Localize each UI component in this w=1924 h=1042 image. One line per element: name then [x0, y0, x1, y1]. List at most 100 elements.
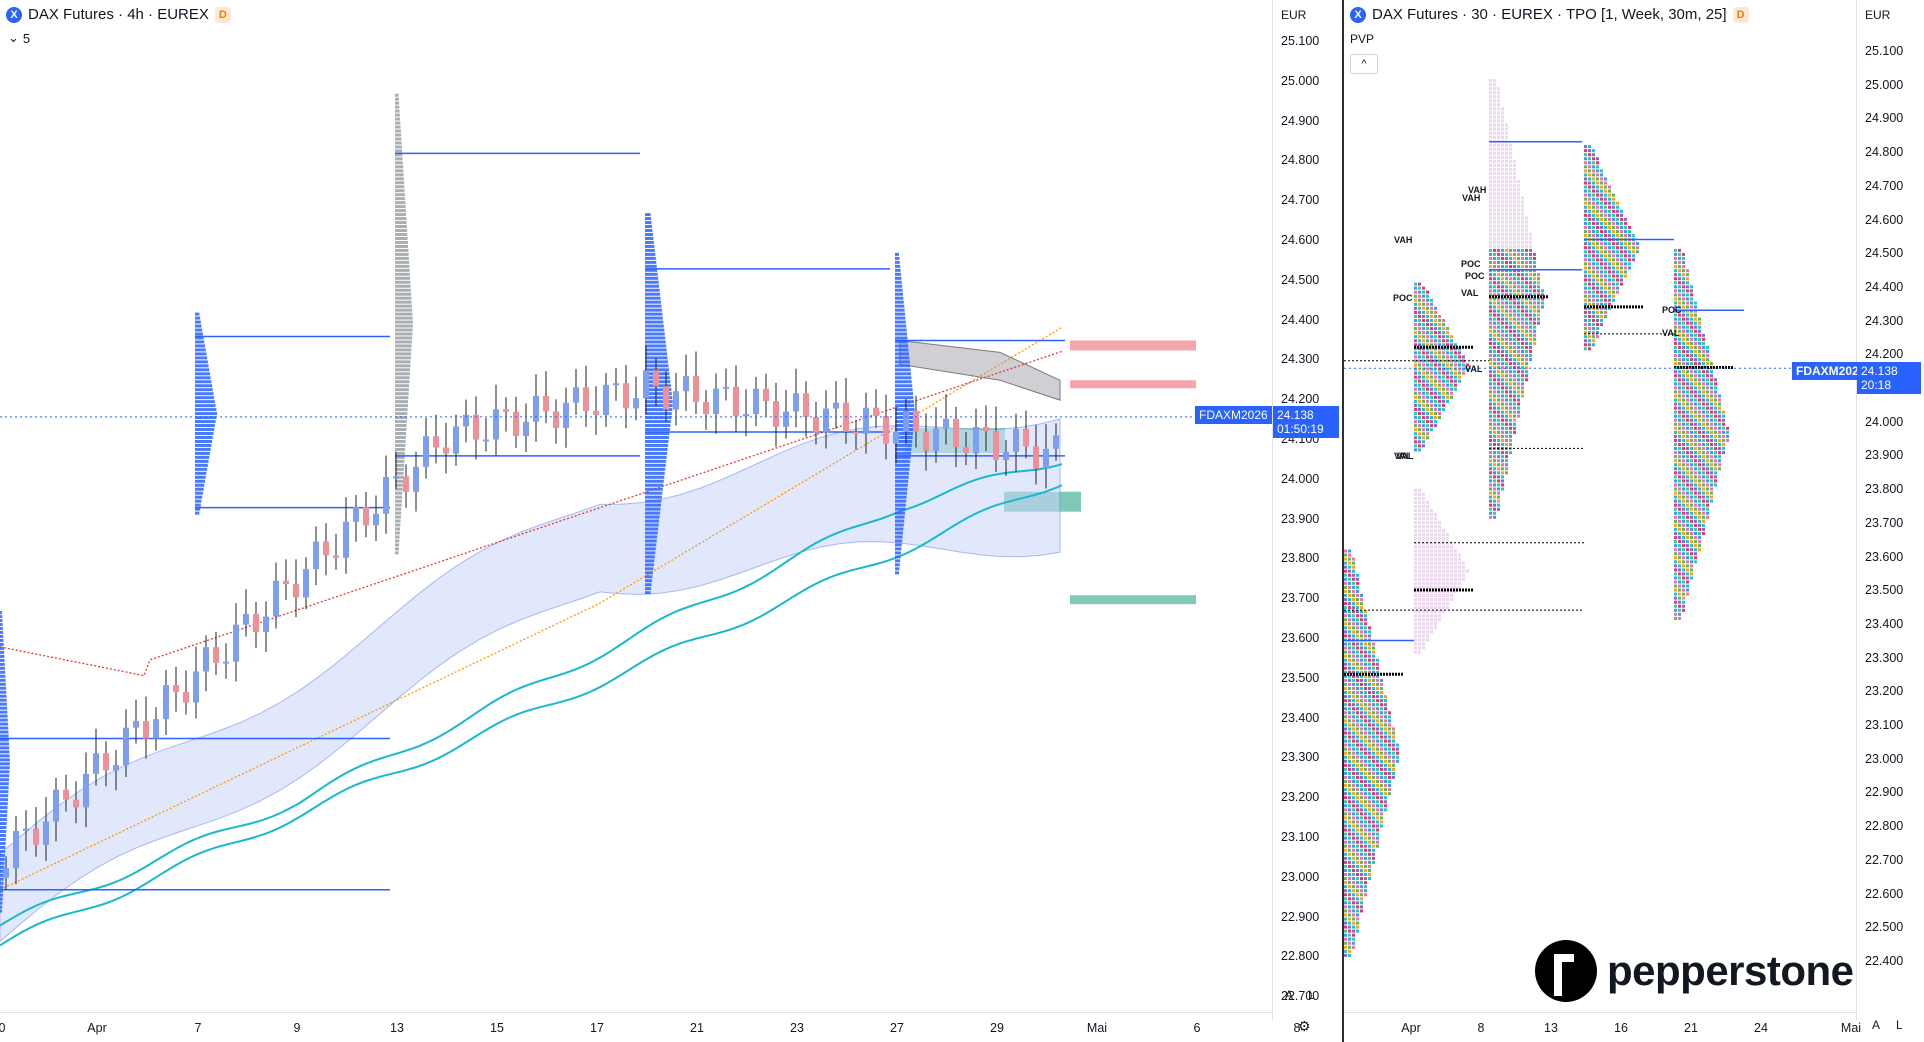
tpo-block: [1686, 333, 1689, 337]
tpo-block: [1489, 297, 1492, 301]
tpo-block: [1694, 402, 1697, 406]
tpo-block: [1686, 422, 1689, 426]
tpo-block: [1509, 366, 1512, 370]
tpo-block: [1620, 274, 1623, 278]
tpo-block: [1344, 751, 1347, 755]
tpo-block: [1352, 929, 1355, 933]
auto-scale-button[interactable]: A: [1285, 988, 1294, 1002]
volume-profile-bar: [395, 439, 406, 443]
tpo-block: [1493, 261, 1496, 265]
left-chart-title[interactable]: DAX Futures · 4h · EUREX: [28, 6, 209, 23]
tpo-block: [1505, 297, 1508, 301]
tpo-block: [1509, 269, 1512, 273]
log-scale-button[interactable]: L: [1308, 988, 1315, 1002]
price-tick: 24.800: [1865, 145, 1904, 160]
tpo-block: [1674, 301, 1677, 305]
tpo-block: [1442, 343, 1445, 347]
right-time-axis[interactable]: Apr 8 13 16 21 24 Mai: [1344, 1012, 1861, 1042]
tpo-block: [1600, 250, 1603, 254]
tpo-block: [1348, 589, 1351, 593]
date-tick: 6: [1193, 1021, 1201, 1035]
tpo-block: [1682, 301, 1685, 305]
volume-profile-bar: [645, 491, 663, 495]
tpo-block: [1509, 252, 1512, 256]
candle-body: [33, 828, 39, 845]
tpo-block: [1686, 374, 1689, 378]
candle-body: [343, 521, 349, 558]
tpo-block: [1493, 127, 1496, 131]
tpo-block: [1458, 565, 1461, 569]
tpo-level-label: POC: [1461, 259, 1481, 269]
tpo-block: [1414, 318, 1417, 322]
tpo-block: [1493, 220, 1496, 224]
tpo-block: [1608, 274, 1611, 278]
delayed-data-badge[interactable]: D: [214, 6, 231, 23]
tpo-block: [1690, 491, 1693, 495]
log-scale-button[interactable]: L: [1896, 1018, 1903, 1032]
tpo-block: [1418, 302, 1421, 306]
tpo-block: [1489, 265, 1492, 269]
tpo-block: [1372, 808, 1375, 812]
tpo-block: [1588, 290, 1591, 294]
tpo-block: [1513, 240, 1516, 244]
tpo-block: [1418, 395, 1421, 399]
left-chart-canvas[interactable]: [0, 0, 1270, 1012]
tpo-block: [1517, 309, 1520, 313]
tpo-block: [1694, 422, 1697, 426]
volume-profile-bar: [645, 256, 656, 260]
collapse-button[interactable]: ^: [1350, 54, 1378, 74]
settings-gear-icon[interactable]: ⚙: [1298, 1018, 1311, 1034]
tpo-block: [1356, 662, 1359, 666]
right-chart-title[interactable]: DAX Futures · 30 · EUREX · TPO [1, Week,…: [1372, 6, 1727, 23]
auto-scale-button[interactable]: A: [1872, 1018, 1881, 1032]
left-time-axis[interactable]: 0Apr7913151721232729Mai68: [0, 1012, 1300, 1042]
tpo-block: [1352, 877, 1355, 881]
last-price-tag: 24.138 01:50:19: [1273, 406, 1339, 438]
right-chart-pane[interactable]: X DAX Futures · 30 · EUREX · TPO [1, Wee…: [1344, 0, 1924, 1042]
tpo-block: [1604, 197, 1607, 201]
tpo-block: [1360, 674, 1363, 678]
tpo-block: [1628, 225, 1631, 229]
date-tick: 7: [194, 1021, 202, 1035]
right-price-axis[interactable]: EUR 25.100 25.000 24.900 24.800 24.700 24.600…: [1856, 0, 1924, 1020]
indicators-toggle[interactable]: ⌄ 5: [8, 30, 30, 46]
tpo-block: [1698, 394, 1701, 398]
tpo-block: [1376, 836, 1379, 840]
tpo-block: [1438, 602, 1441, 606]
volume-profile-bar: [895, 284, 903, 288]
tpo-block: [1356, 893, 1359, 897]
delayed-data-badge[interactable]: D: [1732, 6, 1749, 23]
tpo-block: [1348, 658, 1351, 662]
tpo-block: [1352, 945, 1355, 949]
tpo-block: [1442, 387, 1445, 391]
left-price-axis[interactable]: EUR 25.100 25.000 24.900 24.800 24.700 24.600…: [1272, 0, 1341, 1020]
tpo-block: [1356, 634, 1359, 638]
candle-body: [793, 393, 799, 412]
tpo-block: [1368, 695, 1371, 699]
tpo-block: [1674, 531, 1677, 535]
right-chart-canvas[interactable]: [1344, 0, 1856, 1012]
tpo-block: [1718, 434, 1721, 438]
tpo-block: [1380, 715, 1383, 719]
tpo-block: [1489, 293, 1492, 297]
tpo-block: [1497, 386, 1500, 390]
tpo-block: [1694, 434, 1697, 438]
tpo-block: [1588, 323, 1591, 327]
tpo-block: [1414, 638, 1417, 642]
currency-label[interactable]: EUR: [1865, 8, 1891, 22]
tpo-block: [1501, 176, 1504, 180]
tpo-block: [1446, 573, 1449, 577]
tpo-block: [1604, 278, 1607, 282]
tpo-block: [1694, 495, 1697, 499]
tpo-block: [1698, 503, 1701, 507]
volume-profile-bar: [395, 404, 408, 408]
tpo-block: [1356, 691, 1359, 695]
tpo-block: [1588, 193, 1591, 197]
tpo-block: [1517, 321, 1520, 325]
tpo-block: [1678, 362, 1681, 366]
tpo-block: [1521, 196, 1524, 200]
tpo-block: [1513, 337, 1516, 341]
left-chart-pane[interactable]: X DAX Futures · 4h · EUREX D ⌄ 5 EUR 25.…: [0, 0, 1344, 1042]
currency-label[interactable]: EUR: [1281, 8, 1307, 22]
tpo-block: [1368, 751, 1371, 755]
